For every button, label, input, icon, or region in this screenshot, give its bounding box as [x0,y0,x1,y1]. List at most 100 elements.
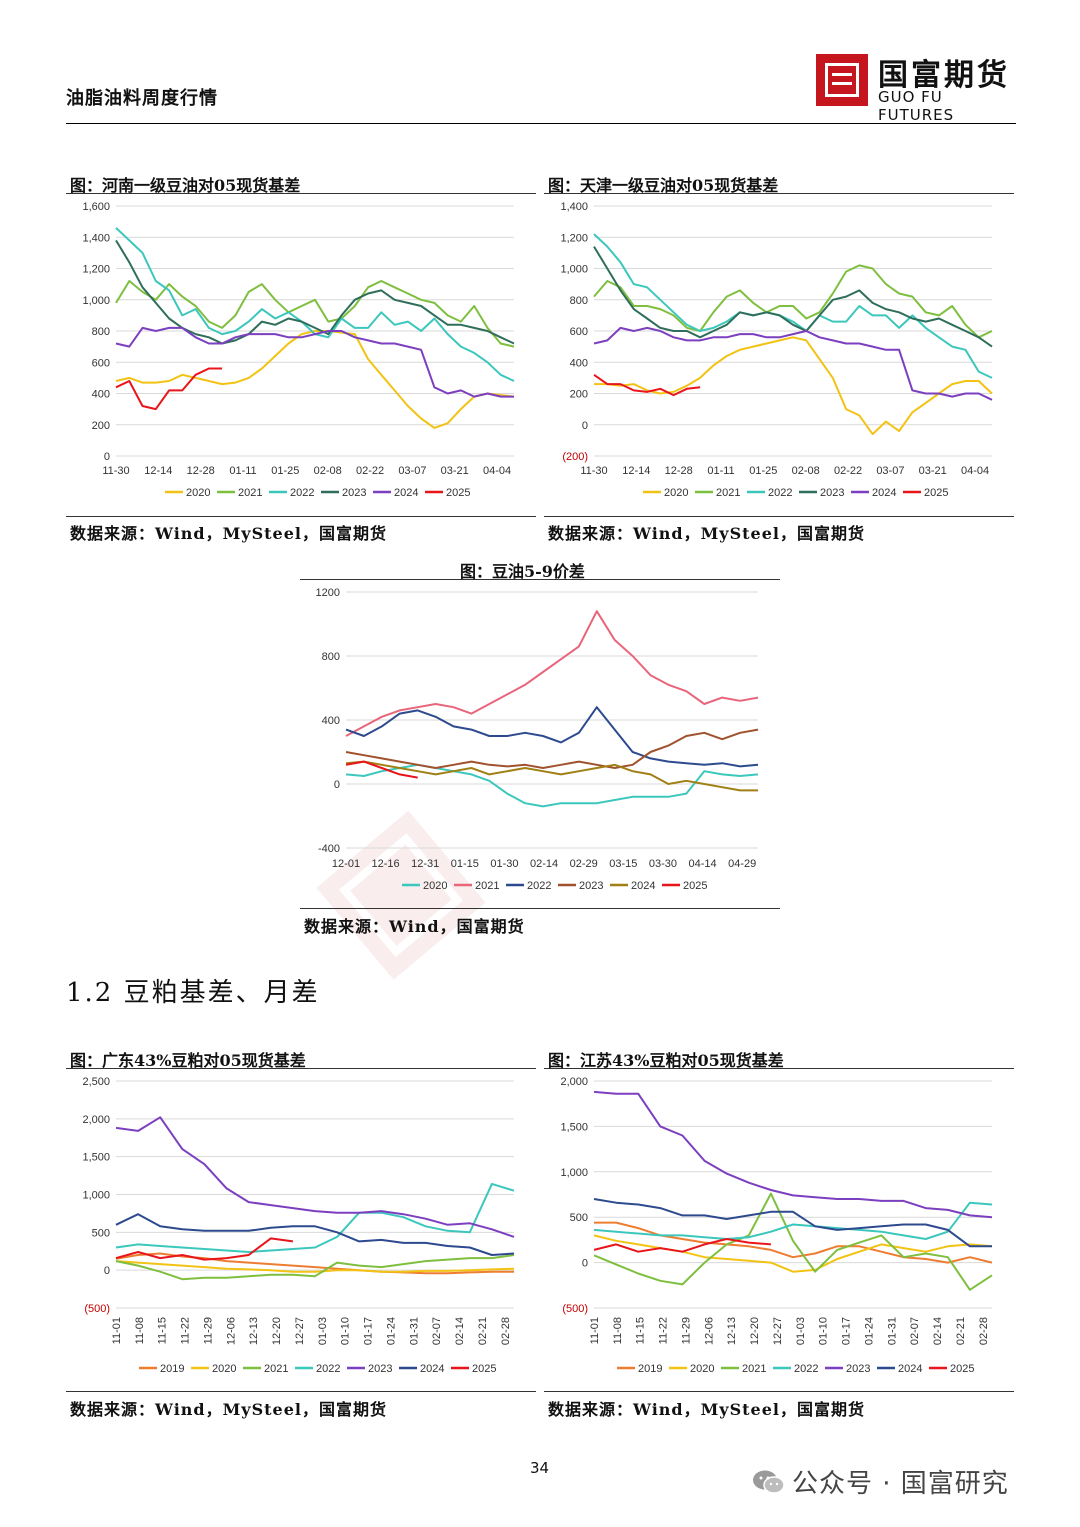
chart-title: 图：天津一级豆油对05现货基差 [548,176,779,195]
legend-label: 2023 [820,487,844,499]
y-tick-label: 0 [104,451,110,463]
x-tick-label: 11-22 [180,1317,192,1344]
y-tick-label: 1,000 [560,1167,588,1179]
legend-label: 2020 [186,487,210,499]
y-tick-label: 1,600 [82,201,110,213]
y-tick-label: 0 [582,420,588,432]
y-tick-label: 600 [570,326,588,338]
chart-title-divider [544,193,1014,194]
x-tick-label: 01-24 [863,1317,875,1345]
x-tick-label: 12-13 [726,1317,738,1345]
x-tick-label: 11-01 [111,1317,123,1344]
series-line-2020 [345,763,759,808]
x-tick-label: 12-06 [703,1317,715,1345]
logo-mark-icon [816,54,868,106]
x-tick-label: 12-14 [144,465,172,477]
wechat-icon [753,1470,785,1494]
legend-label: 2024 [420,1363,444,1375]
legend-label: 2019 [638,1363,662,1375]
x-tick-label: 01-03 [795,1317,807,1345]
x-tick-label: 11-29 [202,1317,214,1344]
chart-source: 数据来源：Wind，MySteel，国富期货 [70,1400,387,1419]
legend-label: 2019 [160,1363,184,1375]
x-tick-label: 01-10 [818,1317,830,1345]
series-line-2021 [115,1254,515,1281]
series-line-2023 [593,246,993,348]
series-line-2024 [345,760,758,792]
series-line-2025 [115,1237,294,1261]
wechat-account-label: 公众号 · 国富研究 [792,1469,1009,1499]
x-tick-label: 12-01 [332,858,360,870]
chart-bottom-divider [66,1391,536,1392]
x-tick-label: 01-11 [707,465,734,477]
series-line-2022 [593,1201,993,1240]
y-tick-label: (200) [562,451,588,463]
chart-title-divider [66,1068,536,1069]
legend-label: 2020 [212,1363,236,1375]
x-tick-label: 11-15 [635,1317,647,1344]
x-tick-label: 11-15 [157,1317,169,1344]
legend-label: 2021 [264,1363,288,1375]
x-tick-label: 02-07 [909,1317,921,1345]
x-tick-label: 01-31 [408,1317,420,1345]
legend-label: 2021 [742,1363,766,1375]
x-tick-label: 11-22 [658,1317,670,1344]
series-line-2019 [594,1221,993,1264]
series-line-2022 [115,227,515,382]
legend-label: 2023 [368,1363,392,1375]
y-tick-label: (500) [562,1303,588,1315]
y-tick-label: 1,400 [560,201,588,213]
chart-source: 数据来源：Wind，MySteel，国富期货 [548,1400,865,1419]
x-tick-label: 12-28 [665,465,693,477]
x-tick-label: 02-28 [500,1317,512,1345]
chart-bottom-divider [544,516,1014,517]
series-line-2020 [594,336,993,436]
series-line-2019 [115,1252,514,1275]
x-tick-label: 01-31 [886,1317,898,1345]
x-tick-label: 12-16 [372,858,400,870]
section-heading: 1.2 豆粕基差、月差 [66,978,320,1008]
x-tick-label: 11-01 [589,1317,601,1344]
legend-label: 2020 [664,487,688,499]
chart-title-divider [66,193,536,194]
y-tick-label: 400 [570,357,588,369]
x-tick-label: 03-07 [876,465,904,477]
x-tick-label: 01-24 [385,1317,397,1345]
series-line-2022 [593,233,993,379]
y-tick-label: -400 [318,843,340,855]
x-tick-label: 12-27 [294,1317,306,1345]
series-line-2020 [115,1260,515,1273]
x-tick-label: 11-30 [102,465,129,477]
x-tick-label: 02-14 [454,1317,466,1345]
logo-english-name: GUO FU FUTURES [878,88,955,124]
x-tick-label: 01-17 [841,1317,853,1345]
chart-title-divider [300,579,780,580]
legend-label: 2022 [527,880,551,892]
series-line-2024 [115,1213,515,1256]
x-tick-label: 03-21 [919,465,947,477]
x-tick-label: 12-13 [248,1317,260,1345]
y-tick-label: 400 [92,389,110,401]
x-tick-label: 01-30 [490,858,518,870]
y-tick-label: 800 [570,295,588,307]
x-tick-label: 12-14 [622,465,650,477]
x-tick-label: 12-20 [749,1317,761,1345]
y-tick-label: 2,000 [82,1114,110,1126]
x-tick-label: 02-22 [834,465,862,477]
legend-label: 2024 [872,487,896,499]
x-tick-label: 11-08 [612,1317,624,1344]
legend-label: 2025 [683,880,707,892]
series-line-2021 [345,610,759,737]
wechat-account-footer: 公众号 · 国富研究 [752,1463,1009,1500]
x-tick-label: 02-08 [314,465,342,477]
y-tick-label: 200 [570,389,588,401]
x-tick-label: 02-21 [477,1317,489,1345]
y-tick-label: 2,000 [560,1076,588,1088]
x-tick-label: 11-29 [680,1317,692,1344]
y-tick-label: 0 [104,1265,110,1277]
legend-label: 2025 [446,487,470,499]
y-tick-label: 200 [92,420,110,432]
y-tick-label: 1,000 [560,264,588,276]
series-line-2023 [593,1090,993,1219]
x-tick-label: 02-08 [792,465,820,477]
